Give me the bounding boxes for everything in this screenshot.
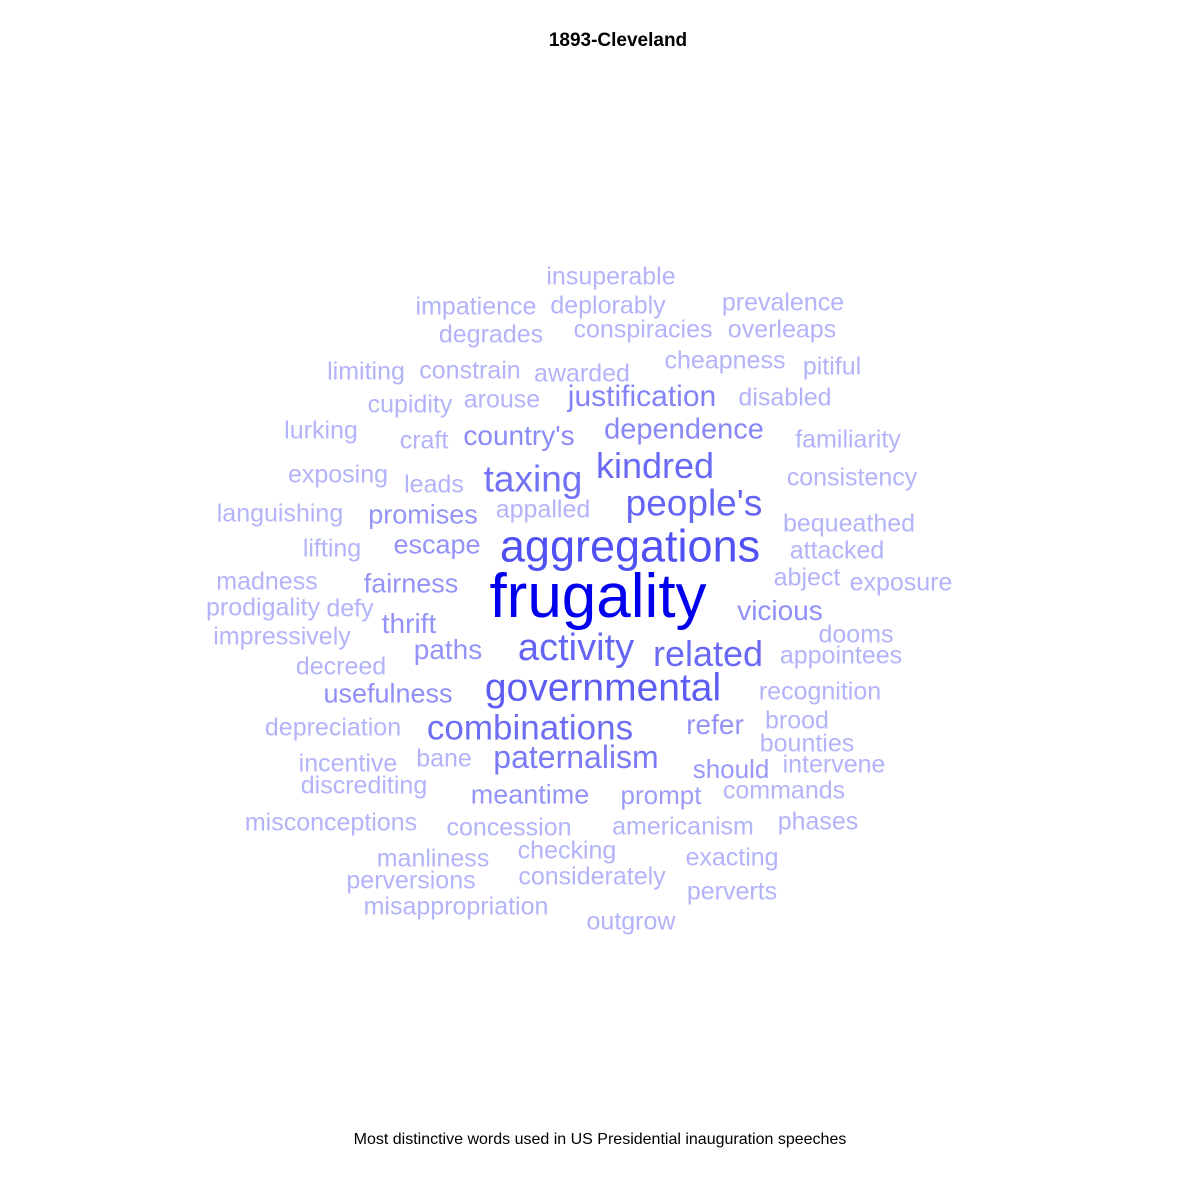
word-frugality: frugality [489, 562, 707, 631]
word-defy: defy [326, 594, 374, 623]
word-deplorably: deplorably [550, 291, 666, 320]
word-country-s: country's [463, 420, 575, 451]
word-meantime: meantime [470, 779, 590, 810]
word-pitiful: pitiful [802, 352, 862, 381]
word-usefulness: usefulness [323, 678, 453, 709]
chart-caption: Most distinctive words used in US Presid… [353, 1131, 847, 1148]
word-prompt: prompt [620, 780, 702, 810]
word-related: related [652, 633, 764, 674]
word-perversions: perversions [346, 866, 476, 895]
word-kindred: kindred [595, 445, 715, 486]
word-leads: leads [404, 470, 464, 499]
word-limiting: limiting [327, 357, 405, 386]
word-checking: checking [517, 836, 617, 865]
word-dependence: dependence [604, 413, 764, 446]
word-prodigality: prodigality [206, 593, 320, 622]
word-exposing: exposing [287, 460, 389, 489]
word-arouse: arouse [463, 385, 541, 414]
word-aggregations: aggregations [499, 520, 761, 572]
word-brood: brood [765, 706, 829, 735]
word-awarded: awarded [534, 359, 630, 388]
word-languishing: languishing [216, 499, 344, 528]
word-impatience: impatience [415, 292, 537, 321]
word-refer: refer [686, 709, 744, 740]
word-escape: escape [393, 529, 481, 560]
word-exacting: exacting [685, 843, 779, 872]
word-craft: craft [399, 426, 449, 455]
word-appointees: appointees [779, 641, 903, 670]
word-concession: concession [446, 813, 572, 842]
word-appalled: appalled [495, 495, 591, 524]
chart-title: 1893-Cleveland [548, 30, 688, 51]
word-intervene: intervene [782, 750, 886, 779]
word-considerately: considerately [518, 862, 666, 891]
word-recognition: recognition [758, 677, 882, 706]
word-misconceptions: misconceptions [244, 808, 418, 837]
word-phases: phases [777, 807, 859, 836]
word-fairness: fairness [363, 568, 459, 599]
word-paternalism: paternalism [493, 739, 659, 775]
word-perverts: perverts [686, 877, 778, 906]
word-familiarity: familiarity [795, 425, 901, 454]
word-thrift: thrift [381, 608, 437, 639]
word-prevalence: prevalence [721, 288, 845, 317]
word-incentive: incentive [298, 749, 398, 778]
word-combinations: combinations [426, 708, 634, 748]
word-dooms: dooms [818, 620, 894, 649]
word-degrades: degrades [438, 320, 544, 349]
word-decreed: decreed [295, 652, 387, 681]
word-misappropriation: misappropriation [363, 892, 549, 921]
word-manliness: manliness [376, 844, 490, 873]
word-outgrow: outgrow [586, 907, 676, 936]
word-overleaps: overleaps [727, 315, 837, 344]
word-abject: abject [773, 563, 841, 592]
word-americanism: americanism [612, 812, 754, 841]
word-bane: bane [416, 744, 472, 773]
word-disabled: disabled [738, 383, 832, 412]
word-lurking: lurking [284, 416, 358, 445]
word-attacked: attacked [789, 536, 885, 565]
word-consistency: consistency [786, 463, 918, 492]
word-cupidity: cupidity [367, 390, 453, 419]
word-discrediting: discrediting [300, 771, 428, 800]
word-people-s: people's [625, 482, 763, 524]
word-cheapness: cheapness [664, 346, 786, 375]
word-vicious: vicious [737, 595, 823, 626]
word-justification: justification [567, 380, 717, 413]
word-commands: commands [722, 776, 846, 805]
word-impressively: impressively [213, 622, 351, 651]
word-should: should [692, 754, 770, 784]
word-exposure: exposure [849, 568, 953, 597]
word-conspiracies: conspiracies [573, 315, 713, 344]
word-bequeathed: bequeathed [782, 509, 916, 538]
word-paths: paths [413, 634, 483, 665]
word-depreciation: depreciation [264, 713, 402, 742]
word-insuperable: insuperable [546, 262, 676, 291]
word-activity: activity [517, 627, 635, 669]
word-constrain: constrain [419, 356, 521, 385]
word-bounties: bounties [759, 729, 855, 758]
word-lifting: lifting [302, 534, 362, 563]
word-taxing: taxing [483, 458, 583, 500]
word-governmental: governmental [484, 666, 722, 710]
word-madness: madness [216, 567, 318, 596]
word-promises: promises [368, 499, 478, 530]
